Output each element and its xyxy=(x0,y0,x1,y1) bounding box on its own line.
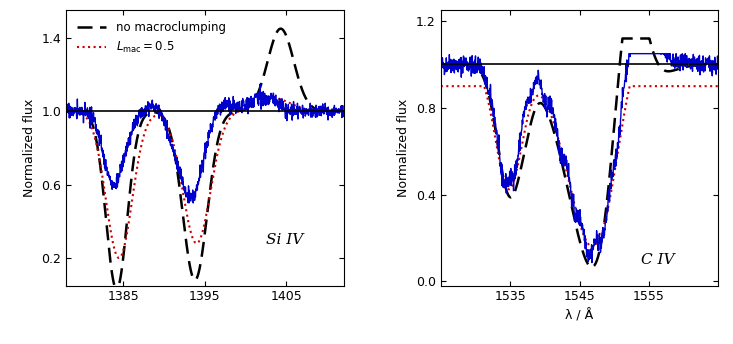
Y-axis label: Normalized flux: Normalized flux xyxy=(23,99,36,197)
Text: Si IV: Si IV xyxy=(266,233,303,247)
X-axis label: λ / Å: λ / Å xyxy=(565,309,594,322)
Legend: no macroclumping, $L_{\rm mac} = 0.5$: no macroclumping, $L_{\rm mac} = 0.5$ xyxy=(72,16,230,60)
Y-axis label: Normalized flux: Normalized flux xyxy=(397,99,410,197)
Text: C IV: C IV xyxy=(641,252,674,267)
